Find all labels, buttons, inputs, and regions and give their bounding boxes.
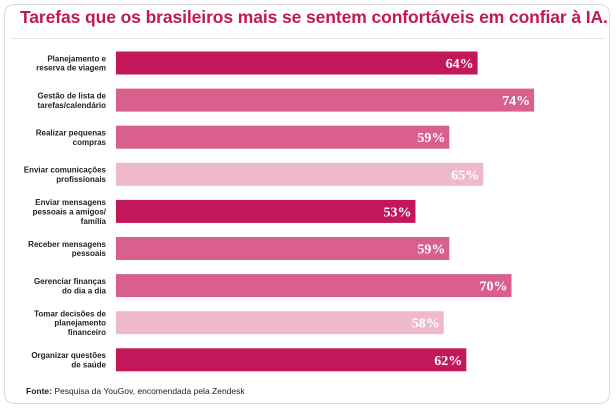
category-label-line: profissionais bbox=[56, 175, 106, 184]
bar-value-label: 74% bbox=[502, 94, 530, 109]
category-label-line: tarefas/calendário bbox=[38, 101, 107, 110]
source-label: Fonte: bbox=[26, 386, 52, 396]
bar-value-label: 59% bbox=[417, 243, 445, 258]
category-label-line: reserva de viagem bbox=[36, 64, 106, 73]
bar-value-label: 65% bbox=[451, 168, 479, 183]
category-label-line: Organizar questões bbox=[31, 351, 106, 360]
source-text: Pesquisa da YouGov, encomendada pela Zen… bbox=[54, 386, 245, 396]
category-label-line: Enviar comunicações bbox=[24, 166, 107, 175]
category-label: Receber mensagens pessoais bbox=[28, 240, 106, 258]
category-label-line: do dia a dia bbox=[62, 286, 107, 295]
category-label: Enviar comunicações profissionais bbox=[24, 166, 107, 184]
category-label-line: pessoais a amigos/ bbox=[33, 207, 107, 216]
category-label-line: Receber mensagens bbox=[28, 240, 106, 249]
bar-value-label: 64% bbox=[446, 57, 474, 72]
bar bbox=[116, 274, 512, 298]
bar bbox=[116, 348, 467, 372]
category-label-line: Realizar pequenas bbox=[36, 129, 107, 138]
category-label-line: Tomar decisões de bbox=[34, 309, 106, 318]
chart-title: Tarefas que os brasileiros mais se sente… bbox=[20, 7, 608, 27]
bar-value-label: 53% bbox=[383, 205, 411, 220]
bar bbox=[116, 51, 478, 75]
category-label-line: Gestão de lista de bbox=[38, 91, 107, 100]
bar bbox=[116, 162, 484, 186]
category-label: Realizar pequenas compras bbox=[36, 129, 107, 147]
bar-value-label: 70% bbox=[480, 280, 508, 295]
category-label-line: planejamento bbox=[54, 319, 106, 328]
category-label: Gestão de lista de tarefas/calendário bbox=[38, 91, 107, 109]
category-label-line: Enviar mensagens bbox=[35, 198, 106, 207]
category-label-line: Planejamento e bbox=[47, 54, 106, 63]
bar bbox=[116, 88, 535, 112]
category-label-line: de saúde bbox=[71, 361, 106, 370]
bar bbox=[116, 125, 450, 149]
bar-value-label: 59% bbox=[417, 131, 445, 146]
bar bbox=[116, 311, 444, 335]
category-label: Tomar decisões de planejamento financeiro bbox=[34, 309, 106, 337]
category-label-line: família bbox=[81, 217, 107, 226]
category-label: Gerenciar finanças do dia a dia bbox=[34, 277, 107, 295]
category-label: Planejamento e reserva de viagem bbox=[36, 54, 106, 72]
category-label-line: Gerenciar finanças bbox=[34, 277, 107, 286]
title-divider bbox=[10, 38, 606, 39]
bar-value-label: 62% bbox=[434, 354, 462, 369]
category-label: Organizar questões de saúde bbox=[31, 351, 106, 369]
bar-value-label: 58% bbox=[412, 317, 440, 332]
category-label-line: pessoais bbox=[72, 249, 107, 258]
category-label-line: financeiro bbox=[68, 328, 106, 337]
bar bbox=[116, 199, 416, 223]
source-note: Fonte: Pesquisa da YouGov, encomendada p… bbox=[26, 386, 245, 396]
bar bbox=[116, 237, 450, 260]
category-label: Enviar mensagens pessoais a amigos/famíli… bbox=[33, 198, 107, 226]
category-label-line: compras bbox=[73, 138, 107, 147]
